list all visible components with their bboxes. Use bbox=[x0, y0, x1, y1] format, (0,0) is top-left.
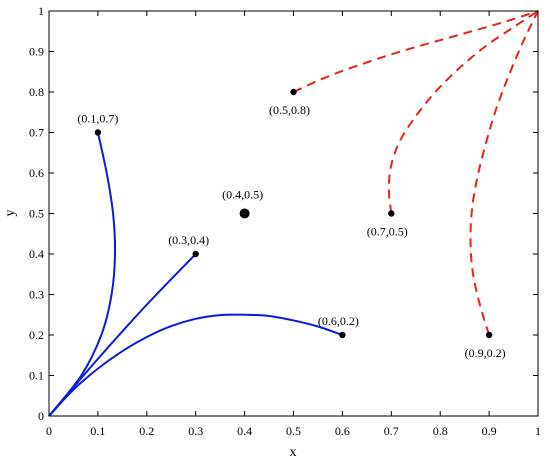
series-line-blue-2 bbox=[48, 313, 343, 417]
y-tick-label: 0.5 bbox=[29, 207, 44, 221]
x-axis-label: x bbox=[290, 445, 297, 460]
series-endpoint-4 bbox=[388, 210, 395, 217]
x-tick-label: 0.3 bbox=[188, 424, 203, 438]
x-tick-label: 0.8 bbox=[433, 424, 448, 438]
x-tick-label: 0.4 bbox=[237, 424, 252, 438]
y-axis-label: y bbox=[3, 210, 18, 217]
series-endpoint-2 bbox=[339, 331, 346, 339]
point-label-4: (0.7,0.5) bbox=[367, 225, 408, 239]
y-tick-label: 0.8 bbox=[29, 85, 44, 99]
series-line-blue-1 bbox=[48, 253, 197, 417]
ticks-layer: 0 0.1 0.2 0.3 0.4 0.5 0.6 0.7 0.8 0.9 1 0 0.1 0.2 0.3 0… bbox=[29, 4, 541, 438]
x-tick-label: 0.6 bbox=[335, 424, 350, 438]
y-tick-label: 0 bbox=[38, 409, 44, 423]
point-label-5: (0.9,0.2) bbox=[465, 346, 506, 360]
point-label-2: (0.6,0.2) bbox=[318, 314, 359, 328]
x-tick-label: 1 bbox=[535, 424, 541, 438]
y-tick-label: 0.1 bbox=[29, 369, 44, 383]
x-tick-label: 0.5 bbox=[286, 424, 301, 438]
point-label-3: (0.5,0.8) bbox=[269, 103, 310, 117]
x-tick-label: 0.1 bbox=[90, 424, 105, 438]
series-line-red-3 bbox=[293, 10, 539, 93]
series-endpoint-3 bbox=[290, 88, 297, 96]
series-endpoint-5 bbox=[485, 331, 493, 339]
y-tick-label: 0.6 bbox=[29, 166, 44, 180]
y-tick-label: 0.3 bbox=[29, 288, 44, 302]
plot-frame bbox=[48, 10, 539, 417]
y-tick-label: 0.7 bbox=[29, 126, 44, 140]
series-endpoint-1 bbox=[192, 250, 199, 258]
series-layer bbox=[48, 10, 539, 417]
points-layer: (0.1,0.7) (0.3,0.4) (0.6,0.2) (0.5,0.8) (0.7… bbox=[77, 88, 506, 360]
series-line-red-5 bbox=[469, 10, 539, 336]
center-point-label: (0.4,0.5) bbox=[222, 188, 263, 202]
series-endpoint-0 bbox=[94, 129, 102, 136]
point-label-1: (0.3,0.4) bbox=[168, 233, 209, 247]
series-line-red-4 bbox=[387, 10, 539, 214]
x-tick-label: 0.9 bbox=[482, 424, 497, 438]
x-tick-label: 0.2 bbox=[139, 424, 154, 438]
center-point bbox=[239, 208, 250, 219]
point-label-0: (0.1,0.7) bbox=[77, 112, 118, 126]
series-line-blue-0 bbox=[48, 132, 117, 417]
x-tick-label: 0.7 bbox=[384, 424, 399, 438]
y-tick-label: 0.9 bbox=[29, 45, 44, 59]
y-tick-label: 0.4 bbox=[29, 247, 44, 261]
y-tick-label: 1 bbox=[38, 4, 44, 18]
y-tick-label: 0.2 bbox=[29, 328, 44, 342]
x-tick-label: 0 bbox=[46, 424, 52, 438]
